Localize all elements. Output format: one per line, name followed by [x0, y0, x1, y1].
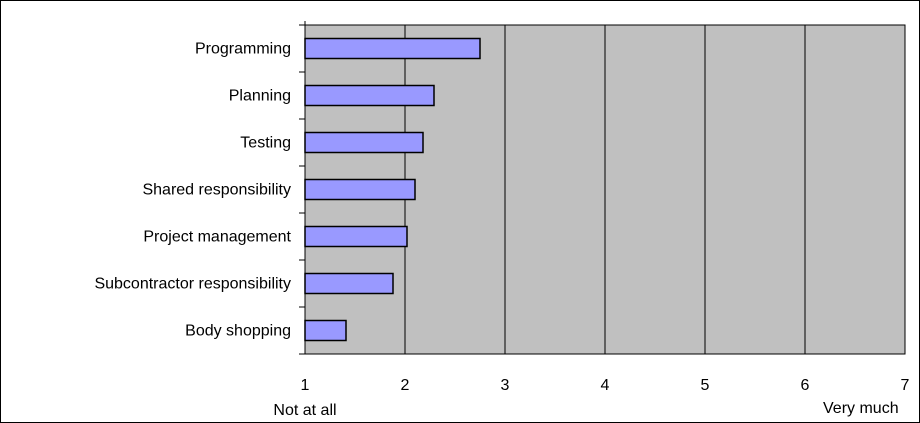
- category-label: Testing: [240, 135, 291, 152]
- bar: [304, 272, 394, 295]
- x-tick-labels: 1 2 3 4 5 6 7: [301, 377, 910, 394]
- x-max-label: Very much: [823, 400, 899, 417]
- bar: [304, 225, 408, 248]
- x-tick-label: 7: [901, 377, 910, 394]
- x-tick-label: 4: [601, 377, 610, 394]
- y-axis-ticks: [299, 24, 305, 355]
- bar: [304, 84, 435, 107]
- bar: [304, 319, 347, 342]
- x-tick-label: 3: [501, 377, 510, 394]
- category-label: Subcontractor responsibility: [94, 276, 291, 293]
- category-label: Body shopping: [185, 323, 291, 340]
- x-min-label: Not at all: [273, 402, 336, 419]
- x-tick-label: 5: [701, 377, 710, 394]
- category-labels: Programming Planning Testing Shared respons…: [94, 41, 291, 340]
- category-label: Project management: [143, 229, 291, 246]
- bar: [304, 37, 481, 60]
- gridlines: [404, 25, 806, 354]
- bar: [304, 131, 424, 154]
- category-label: Shared responsibility: [142, 182, 291, 199]
- x-tick-label: 1: [301, 377, 310, 394]
- bar: [304, 178, 416, 201]
- x-tick-label: 2: [401, 377, 410, 394]
- category-label: Planning: [229, 88, 291, 105]
- x-tick-label: 6: [801, 377, 810, 394]
- category-label: Programming: [195, 41, 291, 58]
